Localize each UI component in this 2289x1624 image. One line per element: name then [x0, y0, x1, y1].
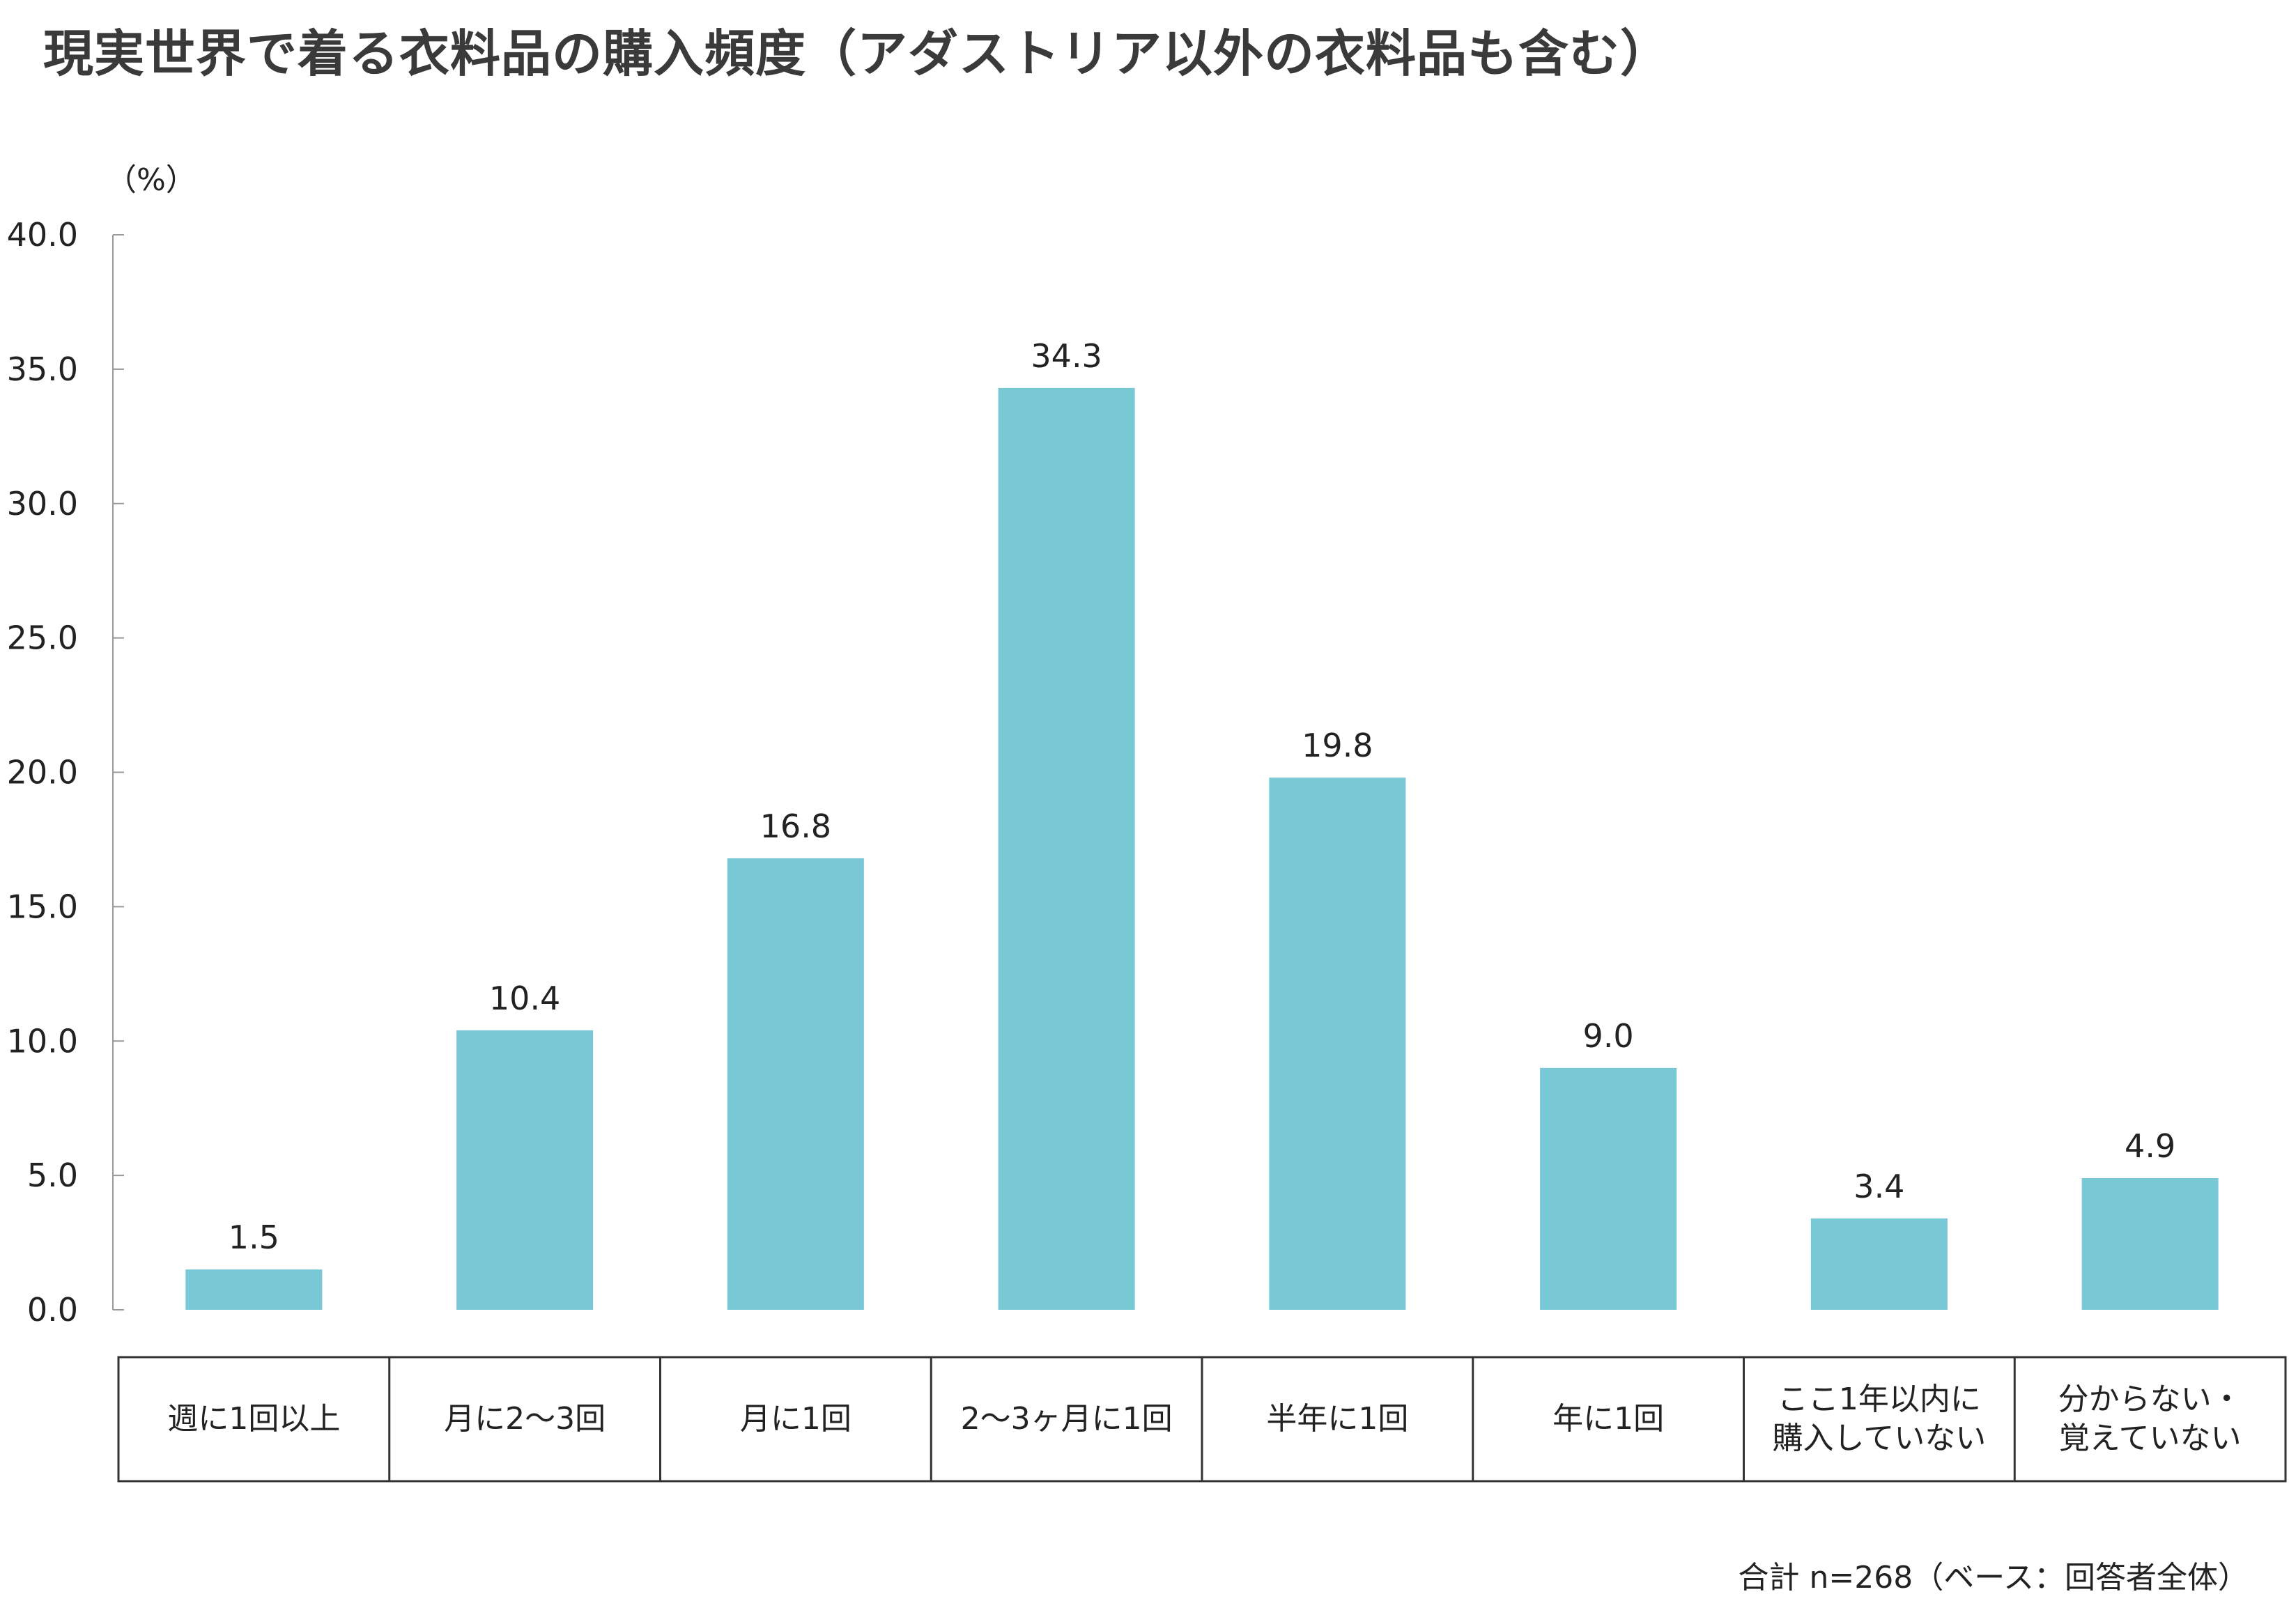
y-tick-label: 35.0 [7, 350, 78, 388]
bar-value-label: 34.3 [1031, 337, 1102, 375]
x-category-label: ここ1年以内に 購入していない [1772, 1382, 1987, 1456]
bar [1269, 778, 1406, 1310]
y-tick-label: 15.0 [7, 888, 78, 925]
bar-value-label: 3.4 [1853, 1168, 1904, 1205]
y-tick-label: 5.0 [27, 1157, 78, 1194]
x-category-label: 月に1回 [739, 1401, 851, 1437]
bar-value-label: 1.5 [229, 1219, 279, 1256]
y-tick-label: 0.0 [27, 1291, 78, 1329]
y-tick-label: 10.0 [7, 1022, 78, 1060]
x-category-label: 週に1回以上 [167, 1401, 341, 1437]
bar [456, 1030, 594, 1310]
bar [2081, 1177, 2219, 1310]
bar-value-label: 19.8 [1302, 727, 1373, 764]
x-category-label: 2～3ヶ月に1回 [960, 1401, 1173, 1437]
y-axis-unit-label: （%） [106, 162, 196, 198]
bar [185, 1269, 323, 1310]
x-category-label: 月に2～3回 [444, 1401, 606, 1437]
bar [1540, 1067, 1677, 1310]
bar [727, 858, 864, 1310]
x-category-label: 分からない・ 覚えていない [2058, 1382, 2242, 1456]
x-category-label: 半年に1回 [1266, 1401, 1409, 1437]
chart-title: 現実世界で着る衣料品の購入頻度（アダストリア以外の衣料品も含む） [43, 24, 1672, 83]
bar-value-label: 16.8 [760, 807, 831, 845]
footnote: 合計 n=268（ベース：回答者全体） [1738, 1560, 2249, 1595]
bar [998, 387, 1135, 1310]
y-tick-label: 30.0 [7, 485, 78, 523]
y-tick-label: 20.0 [7, 754, 78, 791]
bar-value-label: 4.9 [2125, 1127, 2175, 1165]
y-tick-label: 40.0 [7, 216, 78, 254]
y-tick-label: 25.0 [7, 619, 78, 657]
bar-value-label: 9.0 [1583, 1017, 1634, 1055]
bar-value-label: 10.4 [489, 980, 560, 1017]
bar [1810, 1218, 1948, 1310]
x-category-label: 年に1回 [1552, 1401, 1665, 1437]
